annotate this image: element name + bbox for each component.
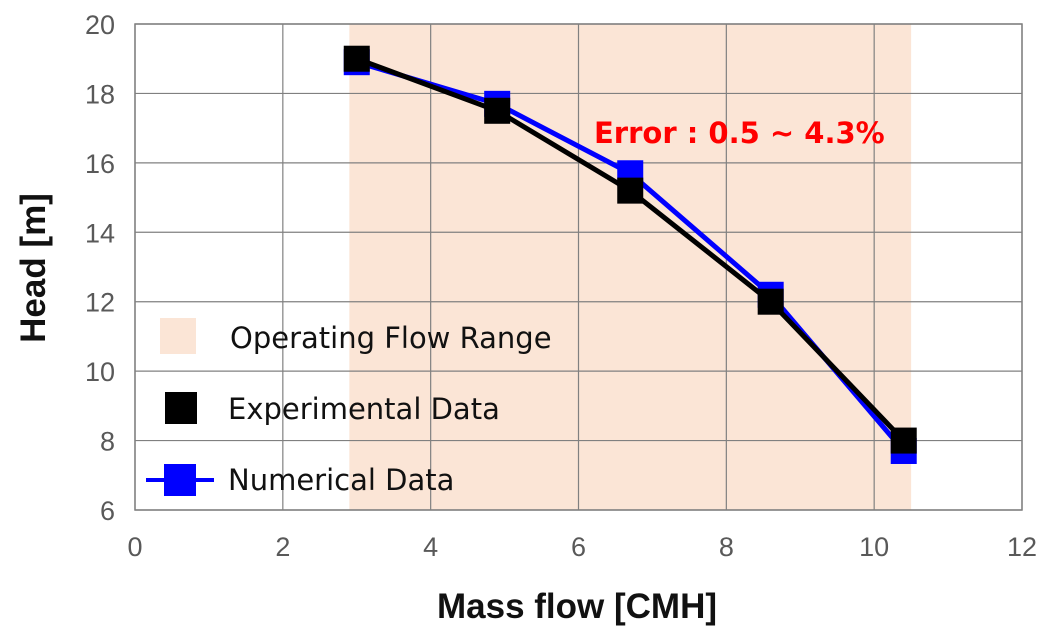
data-point-experimental-data <box>617 177 644 204</box>
y-tick-labels: 6 8 10 12 14 16 18 20 <box>85 10 115 526</box>
legend-marker-numerical <box>164 464 196 496</box>
plot-area-border <box>134 23 1023 511</box>
x-tick-label: 0 <box>127 532 142 562</box>
x-tick-label: 8 <box>719 532 734 562</box>
data-point-experimental-data <box>757 288 784 315</box>
data-point-experimental-data <box>890 427 917 454</box>
y-tick-label: 14 <box>85 218 115 248</box>
y-tick-label: 6 <box>100 496 115 526</box>
y-tick-label: 18 <box>85 79 115 109</box>
legend-label-operating-range: Operating Flow Range <box>230 321 552 355</box>
y-tick-label: 12 <box>85 288 115 318</box>
y-tick-label: 20 <box>85 10 115 40</box>
operating-range-layer <box>349 24 912 510</box>
x-axis-title: Mass flow [CMH] <box>437 587 717 626</box>
x-tick-label: 10 <box>859 532 889 562</box>
series-layer <box>343 45 917 464</box>
x-tick-label: 4 <box>423 532 438 562</box>
legend-marker-experimental <box>165 392 197 424</box>
x-tick-label: 2 <box>275 532 290 562</box>
legend-swatch-operating-range <box>160 318 196 354</box>
x-tick-label: 12 <box>1007 532 1037 562</box>
y-tick-label: 8 <box>100 427 115 457</box>
x-tick-labels: 0 2 4 6 8 10 12 <box>127 532 1037 562</box>
legend: Operating Flow Range Experimental Data N… <box>146 318 552 497</box>
x-tick-label: 6 <box>571 532 586 562</box>
legend-label-numerical: Numerical Data <box>228 463 454 497</box>
data-point-experimental-data <box>343 45 370 72</box>
legend-label-experimental: Experimental Data <box>228 392 500 426</box>
data-point-experimental-data <box>484 97 511 124</box>
y-tick-label: 10 <box>85 357 115 387</box>
y-axis-title: Head [m] <box>14 193 53 343</box>
y-tick-label: 16 <box>85 149 115 179</box>
operating-range-band <box>349 24 912 510</box>
error-annotation: Error : 0.5 ~ 4.3% <box>594 116 885 150</box>
grid-layer <box>134 23 1023 511</box>
